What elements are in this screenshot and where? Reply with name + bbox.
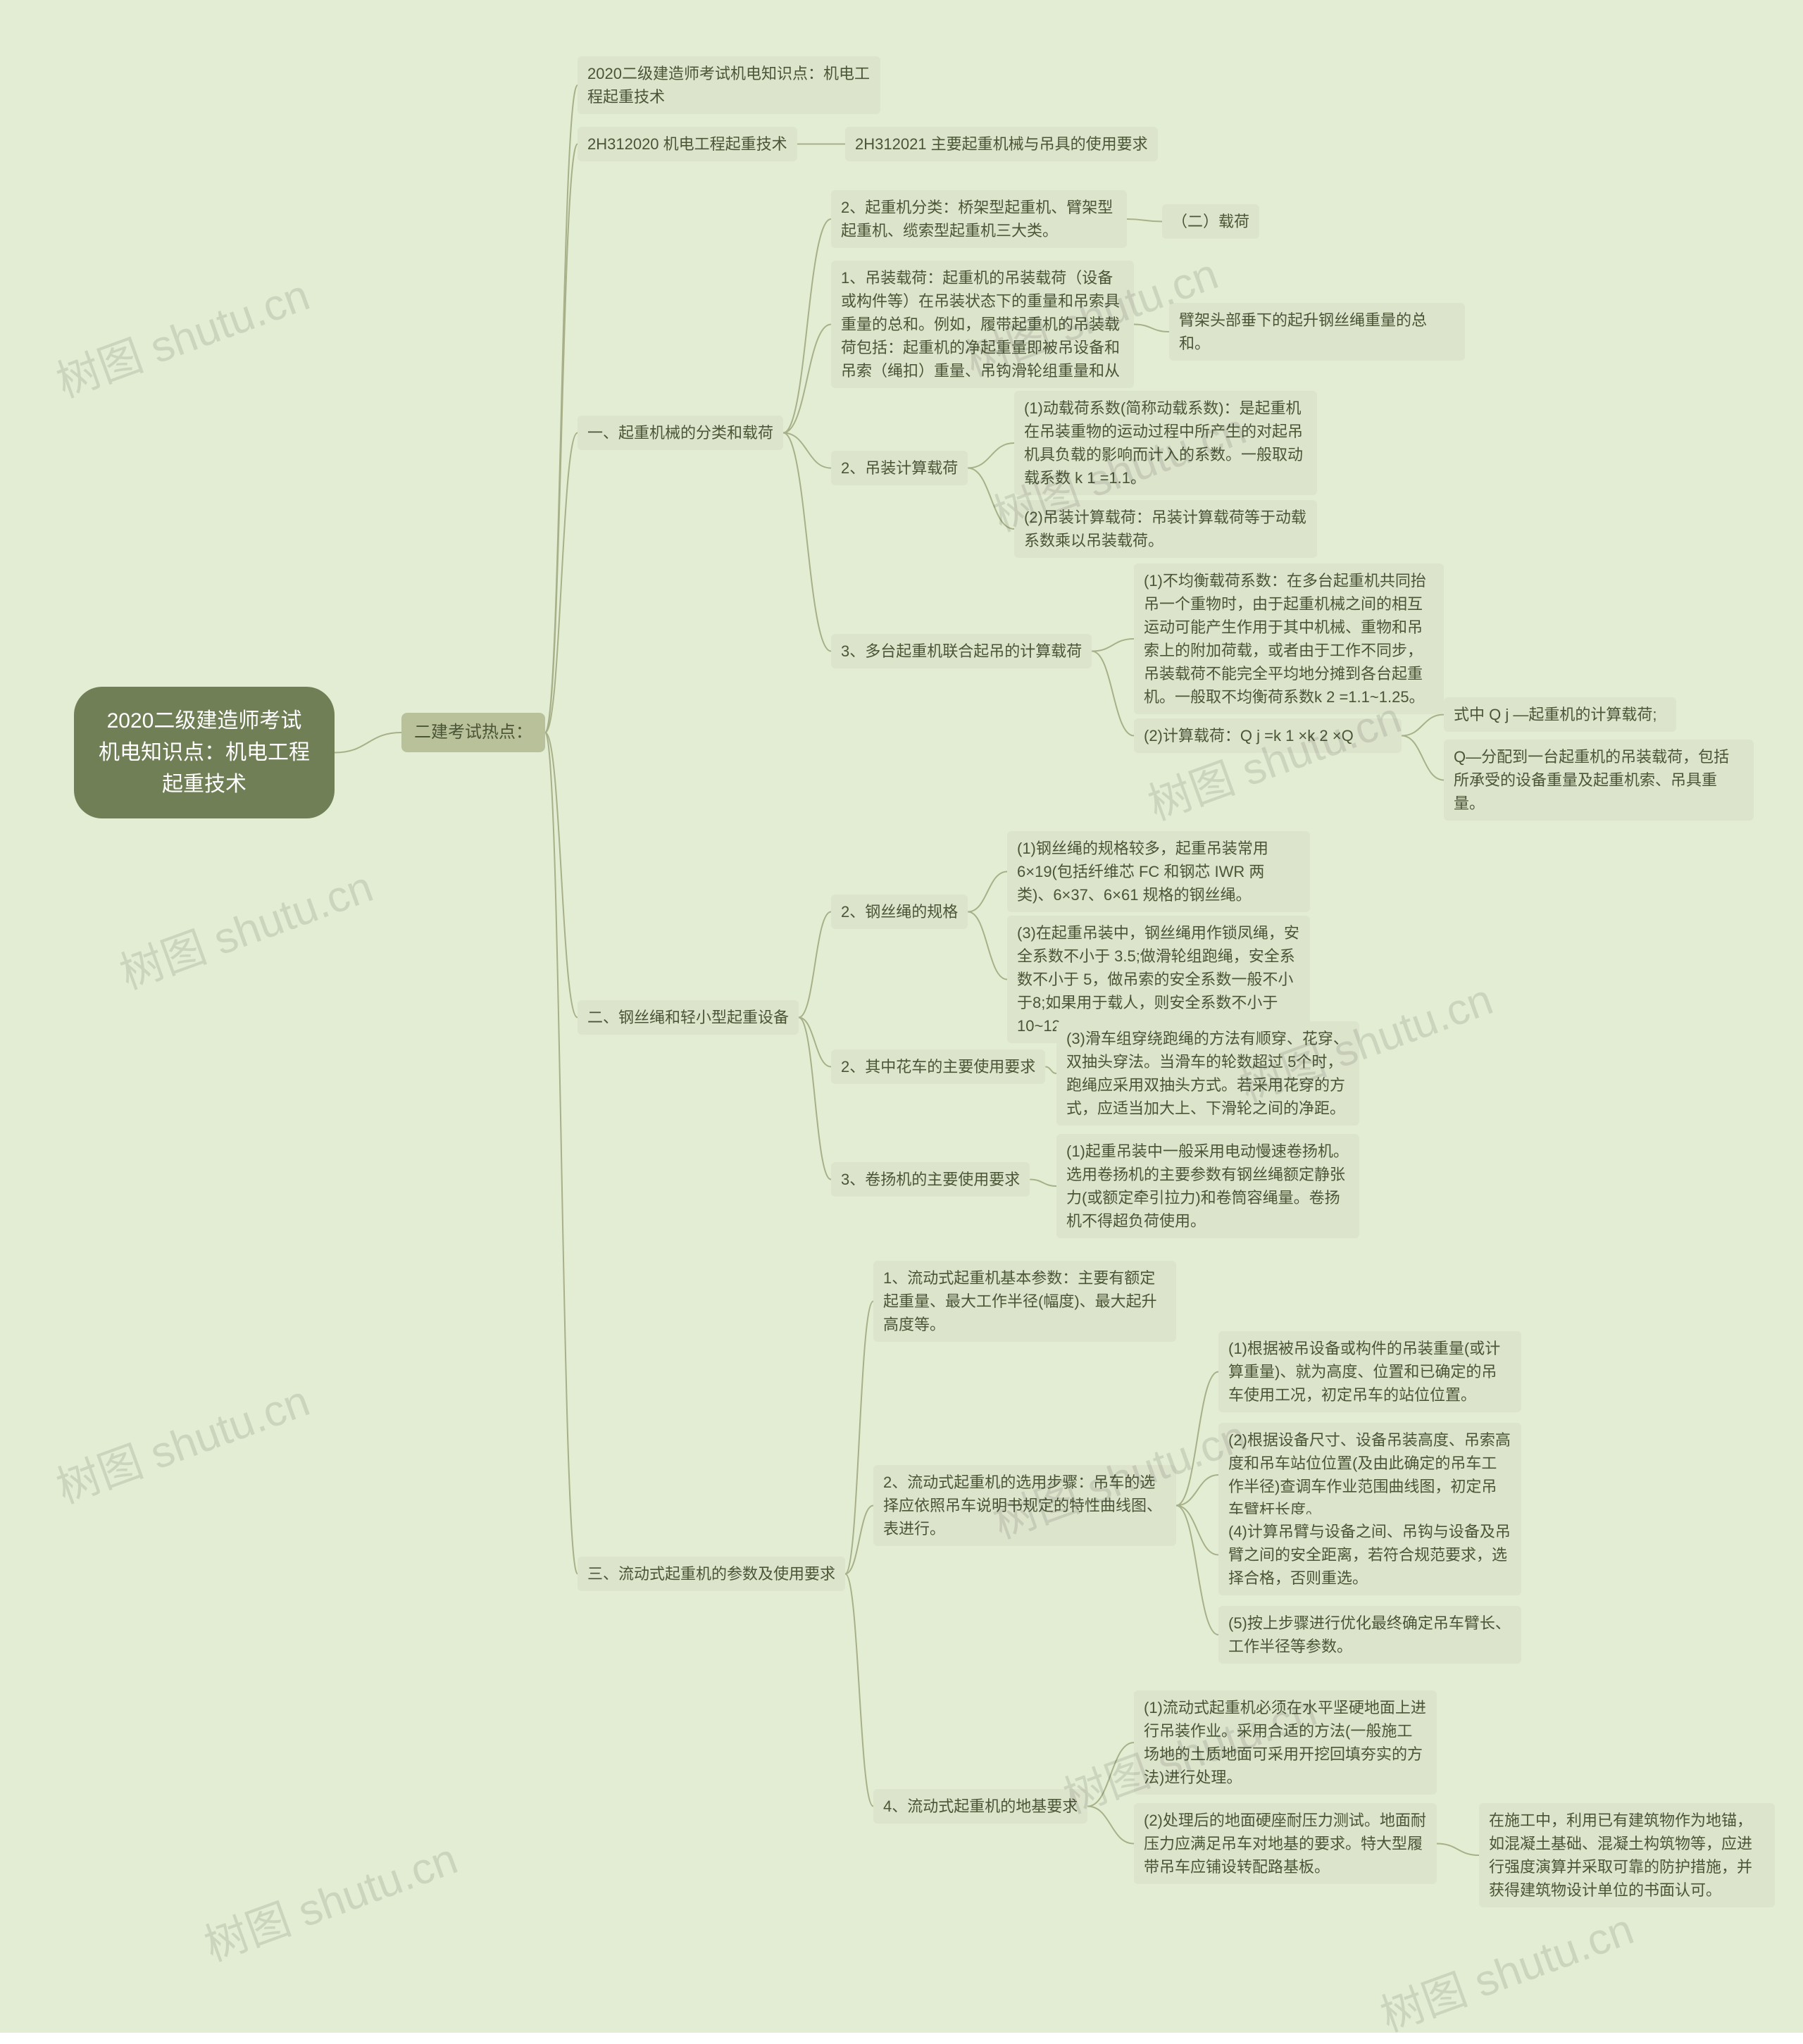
l1-node: 二建考试热点： xyxy=(401,713,545,752)
s2-n1: 2、钢丝绳的规格 xyxy=(831,895,968,929)
s3-n3a: (1)流动式起重机必须在水平坚硬地面上进行吊装作业。采用合适的方法(一般施工场地… xyxy=(1134,1690,1437,1795)
top-b-right: 2H312021 主要起重机械与吊具的使用要求 xyxy=(845,127,1158,161)
s1-n3a: (1)动载荷系数(简称动载系数)：是起重机在吊装重物的运动过程中所产生的对起吊机… xyxy=(1014,391,1317,495)
mindmap-canvas: 2020二级建造师考试机电知识点：机电工程起重技术 二建考试热点： 2020二级… xyxy=(0,0,1803,2033)
s1-n4b: (2)计算载荷：Q j =k 1 ×k 2 ×Q xyxy=(1134,718,1402,753)
s2-title: 二、钢丝绳和轻小型起重设备 xyxy=(578,1000,799,1035)
watermark: 树图 shutu.cn xyxy=(46,259,317,409)
top-b-left: 2H312020 机电工程起重技术 xyxy=(578,127,797,161)
top-a: 2020二级建造师考试机电知识点：机电工程起重技术 xyxy=(578,56,880,114)
s3-n3: 4、流动式起重机的地基要求 xyxy=(873,1789,1087,1824)
s1-n4b1: 式中 Q j —起重机的计算载荷; xyxy=(1444,697,1676,732)
s3-n3b: (2)处理后的地面硬座耐压力测试。地面耐压力应满足吊车对地基的要求。特大型履带吊… xyxy=(1134,1803,1437,1884)
s3-n1: 1、流动式起重机基本参数：主要有额定起重量、最大工作半径(幅度)、最大起升高度等… xyxy=(873,1261,1176,1342)
s2-n2: 2、其中花车的主要使用要求 xyxy=(831,1049,1045,1084)
s3-n3b1: 在施工中，利用已有建筑物作为地锚，如混凝土基础、混凝土构筑物等，应进行强度演算并… xyxy=(1479,1803,1775,1907)
s3-n2c: (4)计算吊臂与设备之间、吊钩与设备及吊臂之间的安全距离，若符合规范要求，选择合… xyxy=(1218,1514,1521,1595)
watermark: 树图 shutu.cn xyxy=(46,1365,317,1515)
s1-n4b2: Q—分配到一台起重机的吊装载荷，包括所承受的设备重量及起重机索、吊具重量。 xyxy=(1444,740,1754,821)
s1-n4: 3、多台起重机联合起吊的计算载荷 xyxy=(831,634,1092,668)
s3-n2b: (2)根据设备尺寸、设备吊装高度、吊索高度和吊车站位位置(及由此确定的吊车工作半… xyxy=(1218,1423,1521,1527)
s3-n2d: (5)按上步骤进行优化最终确定吊车臂长、工作半径等参数。 xyxy=(1218,1606,1521,1664)
s1-title: 一、起重机械的分类和载荷 xyxy=(578,416,783,450)
s2-n1a: (1)钢丝绳的规格较多，起重吊装常用 6×19(包括纤维芯 FC 和钢芯 IWR… xyxy=(1007,831,1310,912)
s1-n4a: (1)不均衡载荷系数：在多台起重机共同抬吊一个重物时，由于起重机械之间的相互运动… xyxy=(1134,563,1444,714)
s2-n3: 3、卷扬机的主要使用要求 xyxy=(831,1162,1030,1197)
s3-n2a: (1)根据被吊设备或构件的吊装重量(或计算重量)、就为高度、位置和已确定的吊车使… xyxy=(1218,1331,1521,1412)
s2-n2a: (3)滑车组穿绕跑绳的方法有顺穿、花穿、双抽头穿法。当滑车的轮数超过 5个时，跑… xyxy=(1056,1021,1359,1126)
s1-n3: 2、吊装计算载荷 xyxy=(831,451,968,485)
s1-n1r: （二）载荷 xyxy=(1162,204,1259,239)
s1-n3b: (2)吊装计算载荷：吊装计算载荷等于动载系数乘以吊装载荷。 xyxy=(1014,500,1317,558)
s1-n2r: 臂架头部垂下的起升钢丝绳重量的总和。 xyxy=(1169,303,1465,361)
s1-n2: 1、吊装载荷：起重机的吊装载荷（设备或构件等）在吊装状态下的重量和吊索具重量的总… xyxy=(831,261,1134,388)
s3-n2: 2、流动式起重机的选用步骤：吊车的选择应依照吊车说明书规定的特性曲线图、表进行。 xyxy=(873,1465,1176,1546)
s3-title: 三、流动式起重机的参数及使用要求 xyxy=(578,1557,845,1591)
s2-n3a: (1)起重吊装中一般采用电动慢速卷扬机。选用卷扬机的主要参数有钢丝绳额定静张力(… xyxy=(1056,1134,1359,1238)
watermark: 树图 shutu.cn xyxy=(1371,1893,1641,2043)
root-node: 2020二级建造师考试机电知识点：机电工程起重技术 xyxy=(74,687,335,818)
s1-n1: 2、起重机分类：桥架型起重机、臂架型起重机、缆索型起重机三大类。 xyxy=(831,190,1127,248)
watermark: 树图 shutu.cn xyxy=(194,1823,465,1973)
watermark: 树图 shutu.cn xyxy=(110,851,380,1001)
